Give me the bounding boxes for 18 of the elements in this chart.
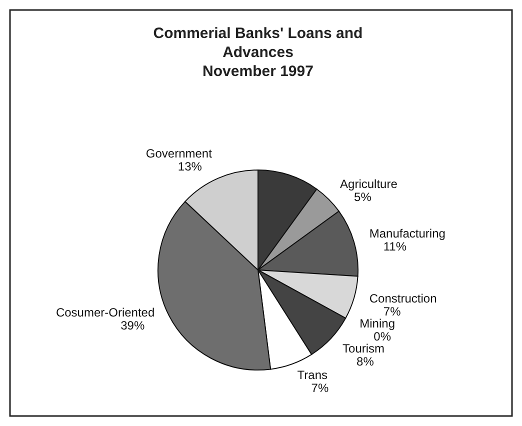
slice-label: Government	[146, 146, 213, 161]
category-label: Mining	[360, 316, 396, 330]
slice-label: Agriculture	[340, 176, 398, 191]
slice-label: Trans	[297, 368, 328, 382]
slice-label: Cosumer-Oriented	[56, 306, 155, 320]
data-label: 11%	[383, 240, 407, 254]
data-label: 7%	[383, 304, 402, 318]
text: 0%	[374, 329, 391, 344]
chart-subtitle: November 1997	[202, 63, 314, 80]
data-label: 7%	[311, 381, 329, 396]
slice-label: Construction	[369, 291, 437, 306]
slice-label: Tourism	[342, 341, 385, 356]
data-label: 5%	[354, 190, 372, 204]
data-label: 13%	[178, 160, 202, 174]
data-label: 8%	[356, 354, 374, 368]
chart-title: Commerial Banks' Loans and Advances	[153, 25, 363, 61]
slice-label: Manufacturing	[369, 226, 446, 241]
data-label: 39%	[120, 318, 145, 333]
